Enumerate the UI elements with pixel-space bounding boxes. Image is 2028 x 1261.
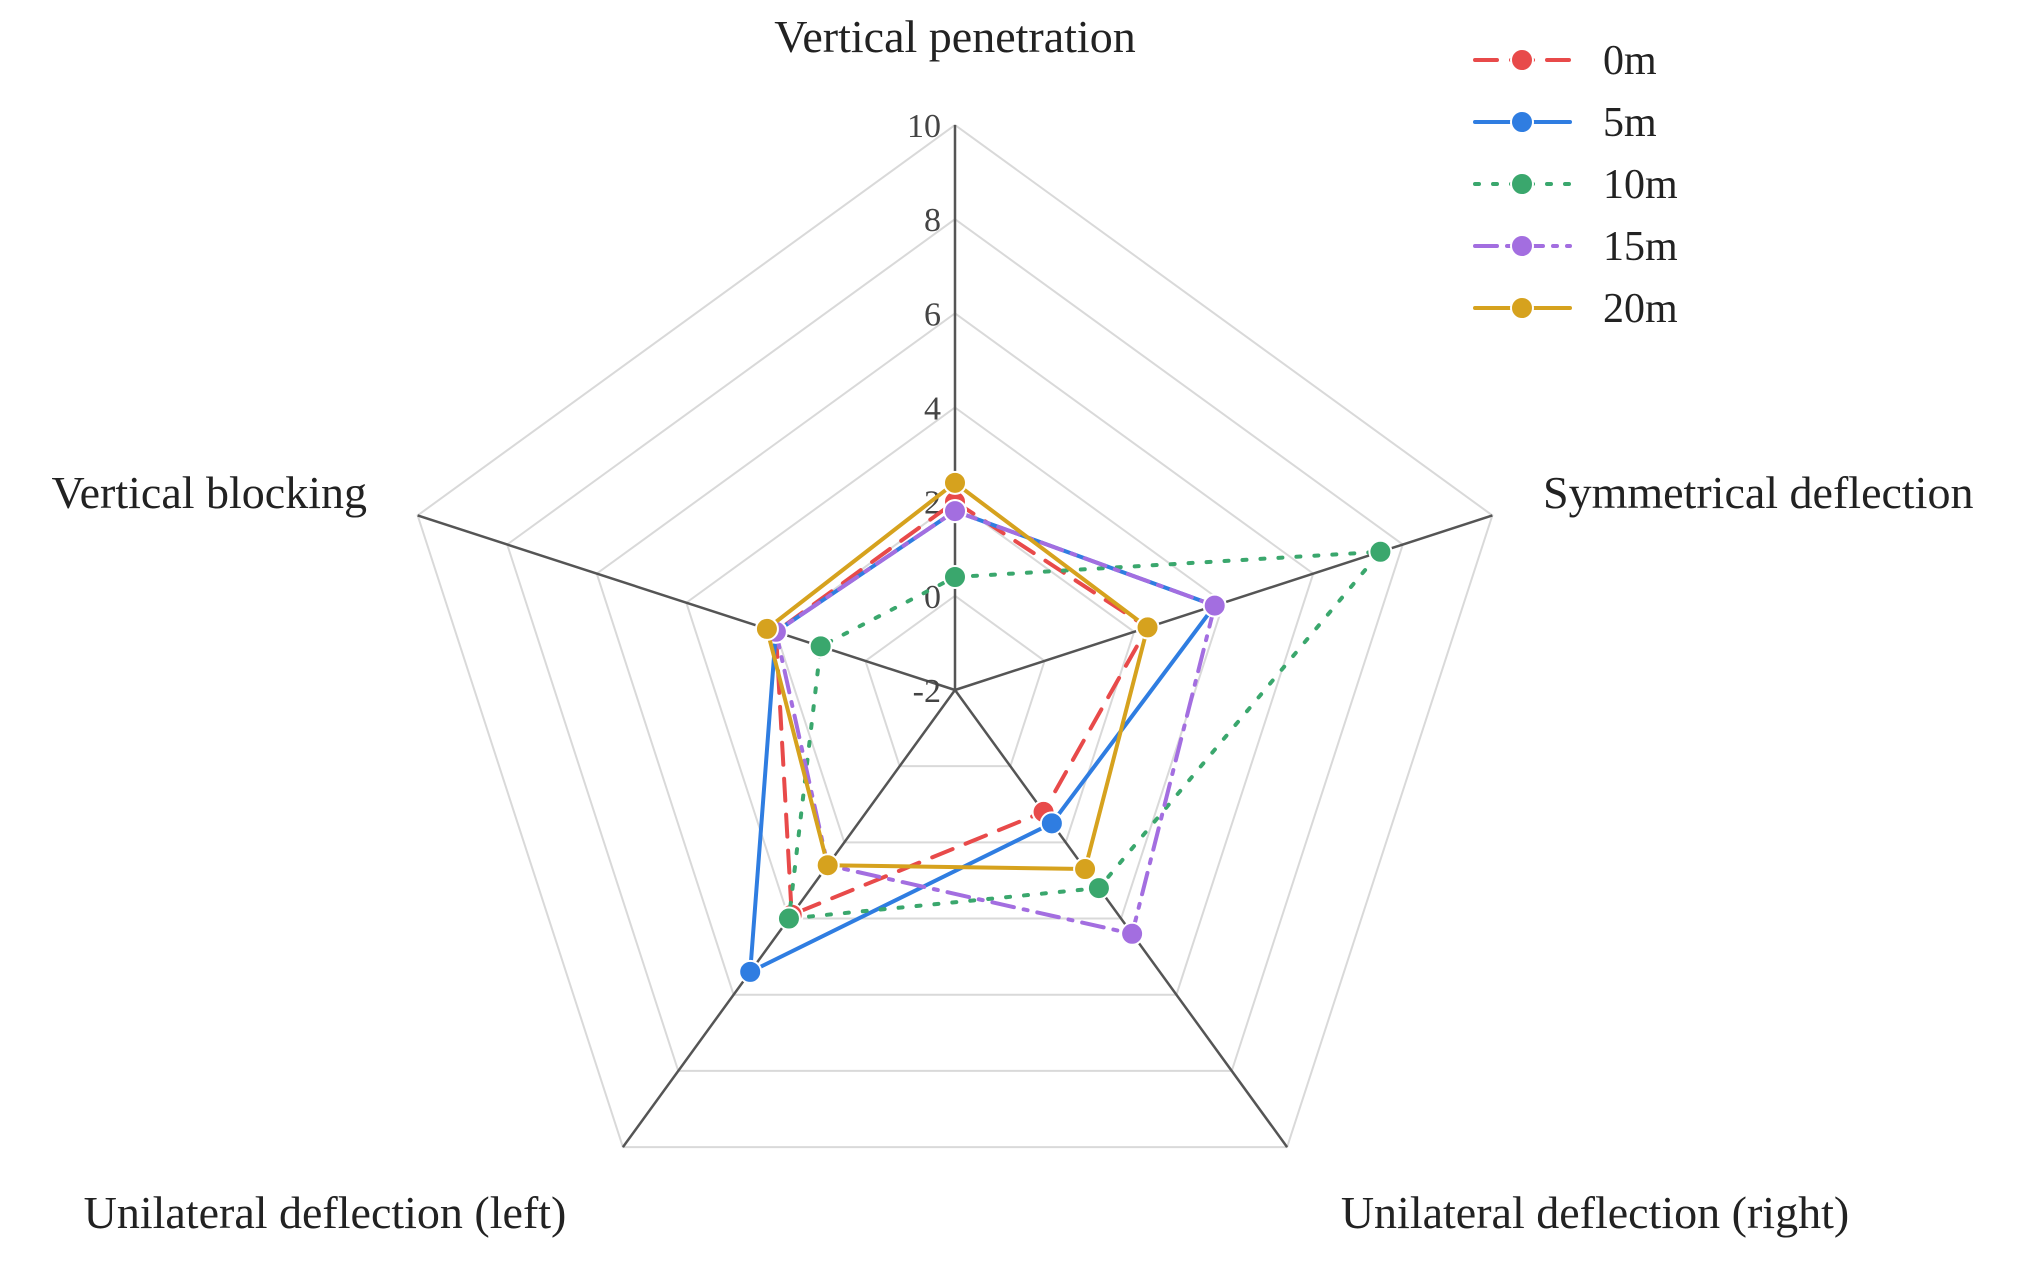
legend-entry: 15m [1473,224,1678,270]
legend-label: 5m [1603,100,1657,146]
legend-entry: 20m [1473,286,1678,332]
axis-line [417,514,956,692]
legend-marker [1510,110,1534,134]
radar-axes [417,125,1493,1148]
axis-label: Unilateral deflection (left) [84,1187,567,1238]
data-point [1120,921,1145,946]
data-point [943,470,967,495]
legend-label: 15m [1603,224,1678,270]
axis-label: Symmetrical deflection [1543,467,1973,518]
radial-tick-labels: 10 8 6 4 2 0 -2 [907,108,941,710]
axis-label: Vertical blocking [51,467,367,518]
grid-ring [416,123,1494,1149]
tick-label: 8 [924,202,941,239]
radar-grid [416,123,1494,1149]
data-point [1086,876,1111,901]
legend-marker [1510,172,1534,196]
legend-entry: 0m [1473,38,1657,84]
legend-label: 0m [1603,38,1657,84]
data-point [754,616,779,641]
axis-label: Unilateral deflection (right) [1341,1187,1849,1238]
data-series [738,470,1393,984]
data-point [943,499,967,524]
data-point [1039,811,1064,836]
tick-label: 6 [924,296,941,333]
grid-ring [864,594,1046,768]
data-point [738,959,763,984]
axis-label: Vertical penetration [774,11,1135,62]
legend-entry: 10m [1473,162,1678,208]
axis-line [953,689,1289,1148]
data-point [1368,539,1393,564]
data-point [815,853,840,878]
legend-marker [1510,234,1534,258]
data-point [808,634,833,659]
grid-ring [506,217,1404,1072]
tick-label: 0 [924,579,941,616]
data-point [1202,593,1227,618]
grid-ring [685,406,1225,920]
series-line [773,509,1217,936]
data-point [1135,615,1160,640]
tick-label: 4 [924,391,941,428]
legend-label: 10m [1603,162,1678,208]
series-line [773,499,1150,917]
legend: 0m 5m 10m 15m 20m [1473,38,1678,332]
series-10m [776,539,1393,931]
data-point [943,565,967,589]
legend-marker [1510,296,1534,320]
tick-label: 2 [924,485,941,522]
data-point [776,906,801,931]
tick-label: -2 [913,673,941,710]
axis-labels: Vertical penetration Symmetrical deflecti… [51,11,1973,1238]
grid-ring [595,312,1315,996]
data-point [1073,857,1098,882]
legend-marker [1510,48,1534,72]
legend-label: 20m [1603,286,1678,332]
series-20m [754,470,1160,882]
tick-label: 10 [907,108,941,145]
legend-entry: 5m [1473,100,1657,146]
series-line [786,549,1383,921]
series-line [764,480,1150,872]
